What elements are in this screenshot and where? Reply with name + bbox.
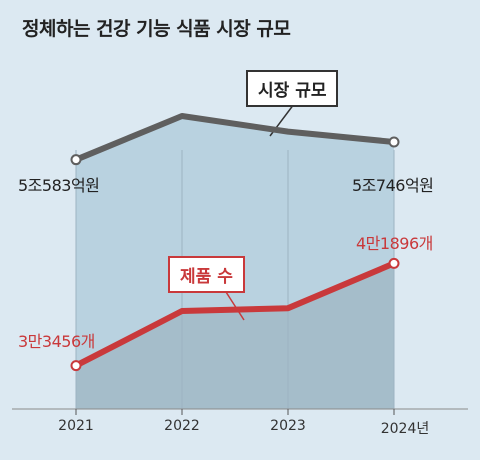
product-count-start-label: 3만3456개 [18, 332, 95, 351]
x-tick-label: 2021 [58, 418, 94, 434]
product-count-legend: 제품 수 [168, 256, 245, 293]
chart-title: 정체하는 건강 기능 식품 시장 규모 [22, 18, 291, 40]
x-tick-label: 2023 [270, 418, 306, 434]
x-tick-label: 2024년 [380, 421, 430, 437]
market-size-legend: 시장 규모 [246, 70, 339, 107]
market-size-point [388, 136, 400, 148]
market-size-point [70, 154, 82, 166]
product-count-pointer [225, 291, 245, 321]
market-size-line [74, 113, 395, 163]
product-count-line [74, 260, 396, 369]
market-size-start-label: 5조583억원 [18, 176, 100, 195]
product-count-point [388, 257, 400, 269]
market-size-end-label: 5조746억원 [352, 176, 434, 195]
x-tick-label: 2022 [164, 418, 200, 434]
product-count-point [70, 360, 82, 372]
product-count-end-label: 4만1896개 [356, 234, 433, 253]
